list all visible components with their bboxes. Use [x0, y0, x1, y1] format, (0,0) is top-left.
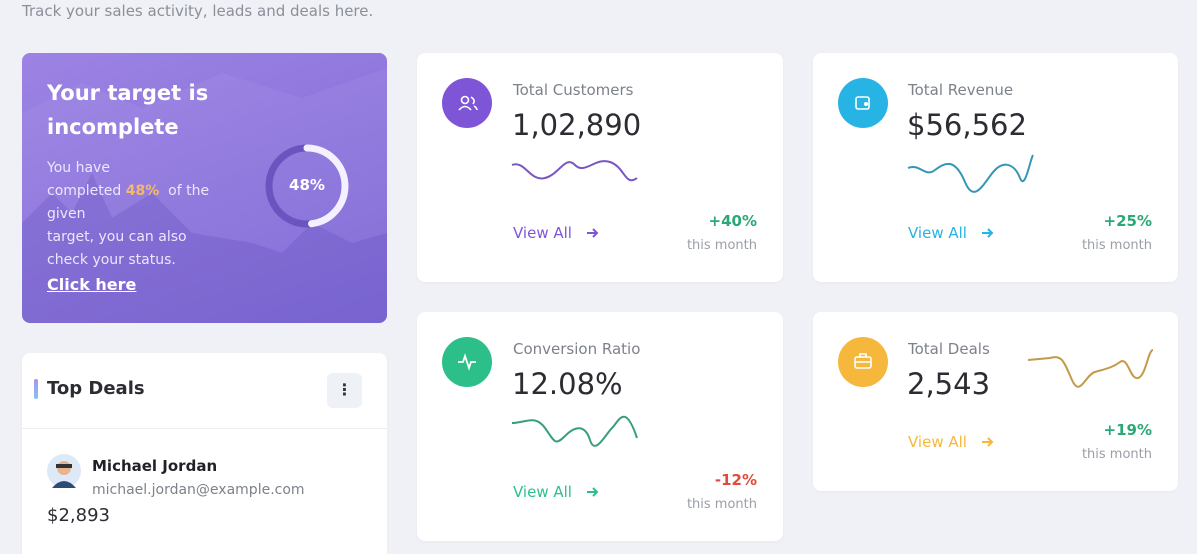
change: +25% [1103, 212, 1152, 230]
click-here-link[interactable]: Click here [47, 275, 137, 294]
menu-button[interactable]: ⋮ [327, 373, 362, 408]
progress-ring [265, 144, 349, 228]
stat-label: Total Customers [513, 81, 634, 99]
accent [34, 379, 38, 399]
text: target, you can also [47, 229, 187, 245]
text: of the [168, 183, 210, 199]
icons [442, 78, 888, 387]
text: completed [47, 183, 122, 199]
text: You have [47, 160, 110, 176]
change: +40% [708, 212, 757, 230]
period: this month [1081, 447, 1152, 462]
arrows [587, 228, 994, 497]
target-card: Your target is incomplete You have compl… [22, 53, 387, 323]
stat-label: Conversion Ratio [513, 340, 641, 358]
deal-email: michael.jordan@example.com [92, 482, 305, 498]
stat-label: Total Deals [908, 340, 990, 358]
title: Top Deals [47, 378, 145, 399]
divider [22, 428, 387, 429]
view-all[interactable]: View All [908, 224, 967, 242]
progress-label: 48% [289, 176, 325, 194]
stat-value: 2,543 [907, 367, 991, 401]
card-bg [22, 68, 387, 323]
view-all[interactable]: View All [908, 433, 967, 451]
stat-value: 12.08% [512, 367, 623, 401]
sparklines [511, 154, 1154, 447]
change: -12% [714, 471, 757, 489]
text: completed 48% of the [47, 180, 209, 203]
subtitle: Track your sales activity, leads and dea… [22, 2, 374, 20]
period: this month [686, 238, 757, 253]
percent: 48% [125, 183, 160, 199]
text: check your status. [47, 252, 176, 268]
deal-amount: $2,893 [47, 505, 110, 526]
top-deals-card: Top Deals ⋮ Michael Jordan michael.jorda… [22, 353, 387, 554]
deal-name: Michael Jordan [92, 457, 218, 475]
title: incomplete [47, 115, 179, 139]
view-all[interactable]: View All [513, 483, 572, 501]
change: +19% [1103, 421, 1152, 439]
period: this month [686, 497, 757, 512]
period: this month [1081, 238, 1152, 253]
stat-value: $56,562 [907, 108, 1027, 142]
avatar [47, 454, 81, 488]
title: Your target is [47, 81, 209, 105]
stat-label: Total Revenue [908, 81, 1014, 99]
stat-value: 1,02,890 [512, 108, 642, 142]
text: given [47, 206, 86, 222]
target-text: You have completed 48% of the given targ… [47, 157, 209, 272]
view-all[interactable]: View All [513, 224, 572, 242]
